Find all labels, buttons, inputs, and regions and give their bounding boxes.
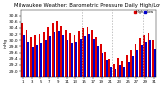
Bar xyxy=(139,38,141,77)
Bar xyxy=(43,32,45,77)
Bar xyxy=(95,37,97,77)
Bar xyxy=(101,53,103,77)
Bar xyxy=(126,55,128,77)
Bar xyxy=(108,59,110,77)
Bar xyxy=(123,67,125,77)
Legend: High, Low: High, Low xyxy=(133,10,154,15)
Bar xyxy=(23,35,25,77)
Bar xyxy=(65,29,67,77)
Bar xyxy=(78,31,80,77)
Bar xyxy=(39,33,40,77)
Bar xyxy=(62,35,64,77)
Bar xyxy=(34,35,36,77)
Bar xyxy=(100,44,101,77)
Bar xyxy=(135,44,136,77)
Bar xyxy=(97,46,99,77)
Bar xyxy=(91,30,93,77)
Bar xyxy=(74,35,75,77)
Bar xyxy=(148,33,149,77)
Bar xyxy=(75,42,77,77)
Bar xyxy=(58,31,60,77)
Bar xyxy=(54,32,55,77)
Bar xyxy=(30,37,32,77)
Bar xyxy=(143,35,145,77)
Bar xyxy=(26,30,27,77)
Bar xyxy=(119,66,121,77)
Bar xyxy=(136,50,138,77)
Bar xyxy=(145,42,147,77)
Bar xyxy=(56,21,58,77)
Bar xyxy=(52,23,54,77)
Title: Milwaukee Weather: Barometric Pressure Daily High/Low: Milwaukee Weather: Barometric Pressure D… xyxy=(14,3,160,8)
Bar xyxy=(113,64,115,77)
Bar xyxy=(69,33,71,77)
Bar xyxy=(21,23,23,77)
Bar xyxy=(27,42,29,77)
Bar xyxy=(49,36,51,77)
Y-axis label: inHg: inHg xyxy=(4,38,8,48)
Bar xyxy=(45,40,47,77)
Bar xyxy=(117,58,119,77)
Bar xyxy=(71,43,73,77)
Bar xyxy=(87,27,88,77)
Bar xyxy=(40,43,42,77)
Bar xyxy=(80,39,82,77)
Bar xyxy=(130,50,132,77)
Bar xyxy=(132,56,134,77)
Bar xyxy=(128,62,129,77)
Bar xyxy=(106,60,108,77)
Bar xyxy=(115,69,116,77)
Bar xyxy=(141,45,143,77)
Bar xyxy=(67,40,68,77)
Bar xyxy=(121,61,123,77)
Bar xyxy=(84,36,86,77)
Bar xyxy=(88,34,90,77)
Bar xyxy=(154,49,156,77)
Bar xyxy=(110,67,112,77)
Bar xyxy=(152,40,154,77)
Bar xyxy=(104,52,106,77)
Bar xyxy=(47,27,49,77)
Bar xyxy=(36,45,38,77)
Bar xyxy=(82,28,84,77)
Bar xyxy=(149,40,151,77)
Bar xyxy=(32,47,34,77)
Bar xyxy=(93,39,95,77)
Bar xyxy=(60,26,62,77)
